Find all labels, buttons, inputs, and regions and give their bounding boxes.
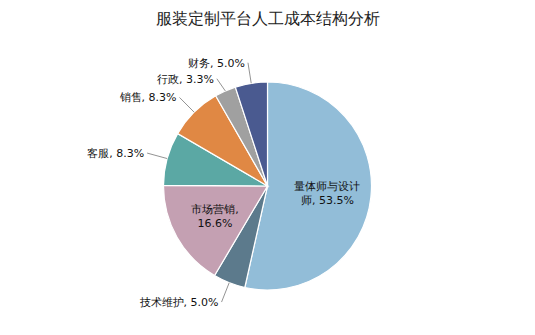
chart: 服装定制平台人工成本结构分析量体师与设计师, 53.5% 市场营销,16.6% 财务… xyxy=(0,0,535,335)
data-label: 技术维护, 5.0% xyxy=(139,296,219,309)
labels: 量体师与设计师, 53.5% 市场营销,16.6% 财务, 5.0% 行政, 3.3%… xyxy=(87,57,360,309)
data-label: 量体师与设计师, 53.5% xyxy=(294,180,360,207)
leader-line xyxy=(222,283,230,302)
data-label: 财务, 5.0% xyxy=(188,57,245,70)
leader-line xyxy=(248,63,251,84)
slice xyxy=(164,185,268,275)
slice xyxy=(235,82,267,186)
leader-line xyxy=(217,79,225,91)
data-label: 行政, 3.3% xyxy=(157,73,214,86)
slices xyxy=(164,82,372,290)
data-label: 销售, 8.3% xyxy=(119,91,177,104)
leader-line xyxy=(180,97,195,112)
data-label: 客服, 8.3% xyxy=(87,147,144,160)
data-label: 市场营销,16.6% xyxy=(191,203,239,230)
leader-line xyxy=(147,153,167,158)
title: 服装定制平台人工成本结构分析 xyxy=(156,9,380,28)
